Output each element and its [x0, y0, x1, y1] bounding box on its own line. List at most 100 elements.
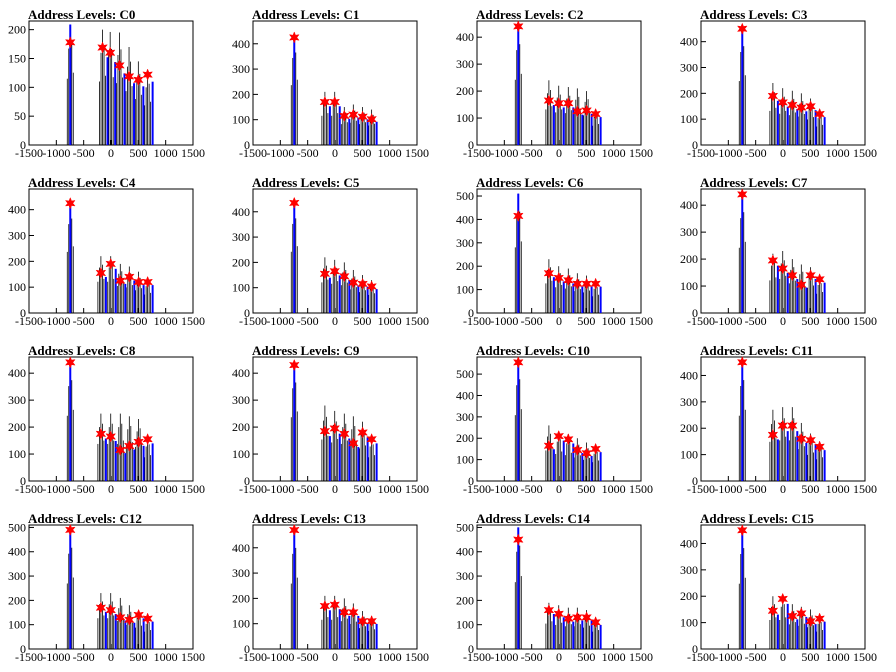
chart-panel-c9: 0 100 200 300 400 -1500 -1000 -500 0 500 1000 1500 A…: [224, 336, 448, 504]
y-tick-label: 200: [680, 421, 698, 435]
x-tick-label: 1500: [629, 146, 653, 160]
y-tick-label: 0: [692, 138, 698, 152]
black-spike: [545, 80, 553, 145]
y-tick-label: 100: [232, 447, 250, 461]
chart-panel-c7: 0 100 200 300 400 -1500 -1000 -500 0 500 1000 1500 A…: [672, 168, 896, 336]
peak-marker: [123, 439, 135, 453]
chart-panel-c12: 0 100 200 300 400 500 -1500 -1000 -500 0 500 1000 15…: [0, 504, 224, 672]
peak-marker: [123, 270, 135, 284]
x-tick-label: 0: [108, 146, 114, 160]
y-tick-label: 100: [680, 279, 698, 293]
x-tick-label: 1500: [405, 314, 429, 328]
y-tick-label: 0: [244, 138, 250, 152]
y-tick-label: 0: [244, 306, 250, 320]
x-tick-label: 1000: [154, 146, 178, 160]
panel-title: Address Levels: C6: [476, 175, 584, 190]
chart-panel-c10: 0 100 200 300 400 500 -1500 -1000 -500 0 500 1000 15…: [448, 336, 672, 504]
panel-title: Address Levels: C5: [252, 175, 360, 190]
chart-svg: 0 100 200 300 400 -1500 -1000 -500 0 500 1000 1500: [232, 188, 429, 328]
y-tick-label: 400: [680, 198, 698, 212]
x-tick-label: 0: [108, 482, 114, 496]
x-tick-label: 1000: [378, 314, 402, 328]
peak-marker: [795, 101, 807, 114]
x-tick-label: 0: [108, 314, 114, 328]
peak-marker: [777, 262, 789, 275]
black-spike: [368, 280, 376, 313]
x-tick-label: 0: [556, 146, 562, 160]
x-tick-label: -1500: [239, 146, 267, 160]
y-tick-label: 300: [232, 393, 250, 407]
chart-svg: 0 100 200 300 400 -1500 -1000 -500 0 500 1000 1500: [232, 20, 429, 160]
x-tick-label: -1000: [42, 146, 70, 160]
peak-marker: [357, 426, 368, 439]
x-tick-label: -500: [745, 482, 767, 496]
x-tick-label: -1000: [490, 482, 518, 496]
panel-title: Address Levels: C10: [476, 343, 590, 358]
x-tick-label: 500: [801, 314, 819, 328]
x-tick-label: 1500: [853, 650, 877, 664]
peak-marker: [590, 107, 601, 121]
peak-marker: [767, 89, 779, 103]
y-tick-label: 100: [8, 280, 26, 294]
panel-title: Address Levels: C7: [700, 175, 808, 190]
y-tick-label: 0: [692, 474, 698, 488]
x-tick-label: -1500: [15, 650, 43, 664]
chart-panel-c2: 0 100 200 300 400 -1500 -1000 -500 0 500 1000 1500 A…: [448, 0, 672, 168]
peak-marker: [64, 197, 76, 210]
y-tick-label: 0: [468, 138, 474, 152]
x-tick-label: 1500: [853, 146, 877, 160]
panel-title: Address Levels: C3: [700, 7, 808, 22]
y-tick-label: 200: [8, 420, 26, 434]
y-tick-label: 200: [680, 252, 698, 266]
x-tick-label: 500: [129, 146, 147, 160]
peak-marker: [543, 603, 555, 617]
y-tick-label: 300: [456, 236, 474, 250]
black-spike: [769, 596, 777, 649]
x-tick-label: 500: [801, 146, 819, 160]
y-tick-label: 50: [14, 109, 26, 123]
y-tick-label: 200: [680, 86, 698, 100]
x-tick-label: -500: [297, 650, 319, 664]
peak-marker: [543, 439, 555, 452]
black-spike: [807, 267, 815, 313]
x-tick-label: 0: [556, 650, 562, 664]
x-tick-label: -1500: [687, 482, 715, 496]
chart-svg: 0 100 200 300 400 -1500 -1000 -500 0 500 1000 1500: [680, 188, 877, 328]
x-tick-label: -1500: [15, 314, 43, 328]
peak-marker: [338, 109, 350, 123]
black-spike: [125, 605, 133, 649]
chart-svg: 0 100 200 300 400 -1500 -1000 -500 0 500 1000 1500: [232, 356, 429, 496]
x-tick-label: 1500: [405, 146, 429, 160]
x-tick-label: -1000: [490, 146, 518, 160]
black-spike: [564, 87, 572, 145]
chart-svg: 0 100 200 300 400 500 -1500 -1000 -500 0 500 1000 15…: [456, 520, 653, 664]
chart-svg: 0 100 200 300 400 -1500 -1000 -500 0 500 1000 1500: [680, 524, 877, 664]
black-spike: [555, 266, 563, 313]
x-tick-label: -1500: [463, 482, 491, 496]
y-tick-label: 400: [8, 545, 26, 559]
peak-marker: [347, 437, 359, 450]
y-tick-label: 400: [456, 388, 474, 402]
peak-marker: [319, 95, 331, 109]
black-spike: [545, 425, 553, 481]
black-spike: [144, 72, 152, 145]
peak-marker: [319, 267, 331, 280]
y-tick-label: 0: [244, 474, 250, 488]
x-tick-label: 0: [780, 146, 786, 160]
peak-marker: [319, 424, 331, 438]
chart-panel-c4: 0 100 200 300 400 -1500 -1000 -500 0 500 1000 1500 A…: [0, 168, 224, 336]
x-tick-label: 1000: [602, 482, 626, 496]
black-spike: [116, 263, 124, 313]
x-tick-label: 1000: [154, 314, 178, 328]
y-tick-label: 400: [456, 545, 474, 559]
y-tick-label: 200: [232, 87, 250, 101]
y-tick-label: 300: [232, 62, 250, 76]
x-tick-label: 0: [108, 650, 114, 664]
peak-marker: [142, 68, 153, 81]
x-tick-label: -1500: [15, 482, 43, 496]
peak-marker: [114, 443, 126, 457]
x-tick-label: -1000: [714, 650, 742, 664]
black-spike: [769, 253, 777, 313]
black-spike: [135, 419, 143, 481]
